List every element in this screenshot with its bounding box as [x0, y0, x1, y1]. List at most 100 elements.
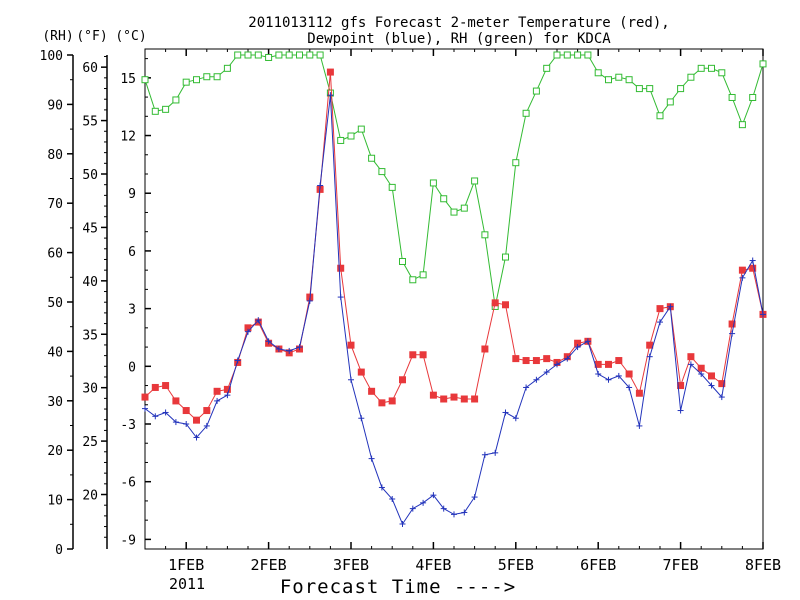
- rh-axis-ticks: 0 10 20 30 40 50 60 70 80 90 100: [40, 49, 73, 558]
- rh-point: [141, 76, 149, 84]
- dewpoint-point: [605, 376, 612, 383]
- temperature-point: [244, 324, 252, 332]
- dewpoint-point: [657, 319, 663, 326]
- temperature-point: [605, 360, 612, 368]
- rh-point: [759, 60, 767, 68]
- rh-point: [368, 154, 376, 162]
- f-tick-label: 50: [82, 168, 98, 183]
- temperature-point: [326, 68, 334, 76]
- temperature-point: [460, 395, 468, 403]
- rh-point: [553, 51, 561, 59]
- f-tick-label: 25: [82, 435, 98, 450]
- f-tick-label: 30: [82, 382, 98, 397]
- temperature-point: [419, 351, 427, 359]
- dewpoint-point: [698, 371, 705, 377]
- rh-point: [234, 51, 242, 59]
- rh-tick-label: 50: [47, 296, 63, 311]
- rh-tick-label: 90: [47, 98, 63, 113]
- temperature-point: [625, 370, 633, 378]
- dewpoint-point: [564, 355, 571, 362]
- temperature-point: [440, 395, 448, 403]
- f-tick-label: 45: [82, 221, 98, 236]
- chart-title-line1: 2011013112 gfs Forecast 2-meter Temperat…: [248, 15, 669, 31]
- temperature-point: [615, 357, 623, 365]
- temperature-point: [718, 380, 726, 388]
- dewpoint-point: [183, 421, 190, 427]
- rh-series-line: [144, 54, 764, 307]
- temperature-point: [429, 391, 437, 399]
- rh-point: [666, 98, 674, 106]
- dewpoint-point: [523, 384, 530, 391]
- rh-point: [574, 51, 582, 59]
- temperature-point: [162, 382, 170, 390]
- temperature-point: [491, 299, 499, 307]
- f-tick-label: 40: [82, 275, 98, 290]
- temperature-point: [512, 355, 520, 363]
- rh-point: [563, 51, 571, 59]
- temperature-point: [749, 264, 757, 272]
- rh-point: [151, 107, 159, 115]
- rh-tick-label: 100: [40, 49, 63, 64]
- rh-point: [584, 51, 592, 59]
- c-axis-ticks: -9 -6 -3 0 3 6 9 12 15: [120, 58, 151, 548]
- dewpoint-point: [378, 484, 385, 491]
- c-tick-label: 12: [120, 130, 136, 145]
- temperature-point: [337, 264, 345, 272]
- rh-point: [543, 64, 551, 72]
- rh-point: [193, 76, 200, 84]
- rh-point: [635, 85, 643, 93]
- dewpoint-point: [337, 294, 344, 301]
- rh-point: [316, 51, 324, 59]
- x-tick-label: 2FEB: [251, 556, 287, 574]
- temperature-point: [388, 397, 396, 405]
- rh-tick-label: 80: [47, 148, 63, 163]
- x-axis-label: Forecast Time ---->: [280, 576, 516, 598]
- dewpoint-point: [296, 344, 303, 351]
- dewpoint-point: [162, 409, 169, 416]
- rh-axis-header: (RH): [42, 29, 73, 44]
- temperature-series-line: [144, 72, 764, 421]
- temperature-point: [646, 341, 654, 349]
- x-tick-label: 3FEB: [333, 556, 369, 574]
- dewpoint-point: [399, 521, 406, 527]
- dewpoint-point: [317, 182, 324, 189]
- temperature-point: [409, 351, 417, 359]
- dewpoint-point: [471, 494, 478, 501]
- temperature-point: [656, 305, 664, 313]
- dewpoint-point: [348, 376, 354, 383]
- dewpoint-point: [677, 407, 684, 414]
- temperature-point: [677, 382, 685, 390]
- c-tick-label: 6: [128, 245, 136, 260]
- rh-point: [172, 96, 180, 104]
- rh-point: [460, 204, 468, 212]
- x-tick-label: 6FEB: [580, 556, 616, 574]
- temperature-point: [708, 372, 715, 380]
- rh-point: [429, 179, 437, 187]
- dewpoint-point: [440, 505, 447, 512]
- rh-point: [677, 85, 685, 93]
- dewpoint-point: [492, 449, 499, 456]
- dewpoint-point: [265, 338, 272, 345]
- temperature-point: [213, 387, 221, 395]
- rh-point: [337, 136, 345, 144]
- rh-point: [481, 231, 489, 239]
- dewpoint-point: [481, 451, 488, 458]
- rh-point: [244, 51, 252, 59]
- dewpoint-point: [368, 455, 375, 462]
- dewpoint-point: [389, 496, 396, 502]
- c-tick-label: 15: [120, 72, 136, 87]
- rh-point: [646, 85, 654, 93]
- dewpoint-point: [636, 422, 643, 429]
- rh-point: [502, 253, 509, 261]
- dewpoint-point: [234, 357, 241, 364]
- temperature-point: [357, 368, 365, 376]
- temperature-point: [697, 364, 705, 372]
- temperature-point: [182, 407, 190, 415]
- rh-point: [615, 73, 623, 81]
- dewpoint-point: [420, 499, 427, 506]
- rh-point: [512, 159, 520, 167]
- dewpoint-point: [275, 346, 282, 352]
- f-axis-header: (°F): [76, 29, 107, 44]
- dewpoint-point: [409, 505, 416, 512]
- rh-point: [182, 78, 190, 86]
